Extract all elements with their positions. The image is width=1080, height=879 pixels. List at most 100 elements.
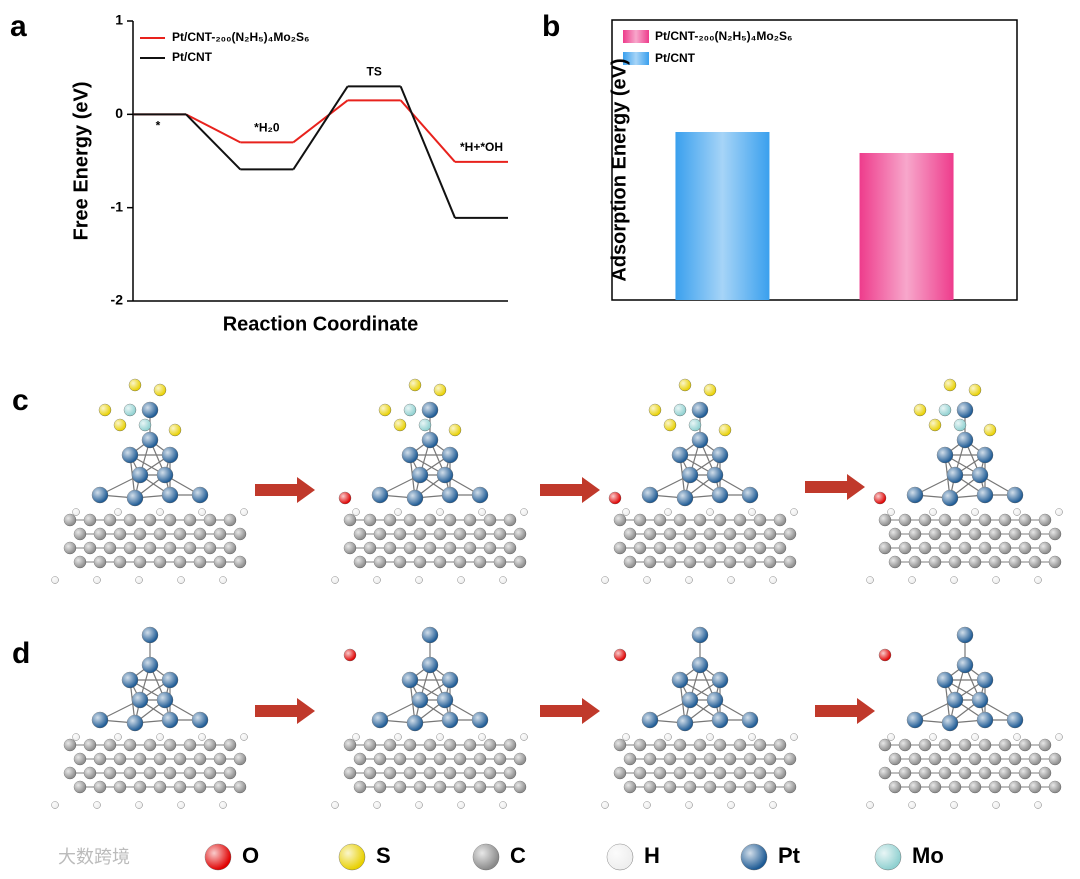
state-label: *H+*OH — [460, 140, 503, 154]
atom-shine — [162, 712, 178, 728]
atom-shine — [742, 712, 758, 728]
y-tick-label: 0 — [115, 105, 123, 121]
atom-shine — [484, 514, 496, 526]
atom-shine — [727, 576, 735, 584]
atom-shine — [424, 514, 436, 526]
atom-shine — [174, 556, 186, 568]
atom-shine — [949, 753, 961, 765]
atom-shine — [704, 384, 716, 396]
atom-shine — [694, 542, 706, 554]
atom-shine — [654, 542, 666, 554]
atom-shine — [114, 781, 126, 793]
atom-shine — [929, 419, 941, 431]
atom-shine — [104, 767, 116, 779]
atom-shine — [174, 781, 186, 793]
atom-shine — [164, 514, 176, 526]
atom-shine — [352, 508, 360, 516]
atom-shine — [384, 767, 396, 779]
atom-shine — [354, 753, 366, 765]
atom-shine — [754, 767, 766, 779]
legend-label: Pt/CNT-₂₀₀(N₂H₅)₄Mo₂S₆ — [655, 29, 792, 43]
atom-shine — [887, 733, 895, 741]
atom-shine — [174, 753, 186, 765]
atom-shine — [219, 576, 227, 584]
atom-shine — [984, 424, 996, 436]
atom-shine — [899, 767, 911, 779]
atom-shine — [504, 767, 516, 779]
atom-shine — [354, 528, 366, 540]
atom-shine — [764, 753, 776, 765]
atom-shine — [142, 657, 158, 673]
atom-shine — [157, 467, 173, 483]
atom-shine — [634, 739, 646, 751]
atom-shine — [977, 712, 993, 728]
atom-shine — [204, 739, 216, 751]
atom-shine — [664, 781, 676, 793]
atom-shine — [354, 556, 366, 568]
atom-shine — [692, 432, 708, 448]
atom-shine — [734, 767, 746, 779]
atom-shine — [214, 556, 226, 568]
atom-shine — [72, 733, 80, 741]
atom-shine — [192, 487, 208, 503]
atom-shine — [474, 528, 486, 540]
atom-shine — [879, 739, 891, 751]
atom-shine — [919, 739, 931, 751]
y-axis-label: Free Energy (eV) — [70, 82, 92, 241]
atom-shine — [999, 767, 1011, 779]
atom-shine — [879, 649, 891, 661]
atom-shine — [84, 767, 96, 779]
atom-shine — [444, 767, 456, 779]
atom-shine — [744, 753, 756, 765]
atom-shine — [434, 556, 446, 568]
y-tick-label: -1 — [111, 198, 124, 214]
atom-shine — [134, 753, 146, 765]
atom-shine — [654, 514, 666, 526]
panel-label: a — [10, 10, 27, 43]
atom-shine — [1029, 781, 1041, 793]
atom-shine — [643, 576, 651, 584]
atom-shine — [162, 672, 178, 688]
atom-shine — [909, 556, 921, 568]
atom-shine — [1019, 767, 1031, 779]
atom-shine — [654, 739, 666, 751]
atom-shine — [889, 753, 901, 765]
plot-frame — [611, 19, 1018, 301]
atom-shine — [204, 514, 216, 526]
atom-shine — [989, 556, 1001, 568]
atom-shine — [972, 467, 988, 483]
atom-shine — [969, 556, 981, 568]
atom-shine — [1019, 514, 1031, 526]
atom-shine — [474, 753, 486, 765]
atom-shine — [866, 576, 874, 584]
atom-shine — [642, 712, 658, 728]
atom-shine — [514, 528, 526, 540]
atom-shine — [769, 576, 777, 584]
atom-shine — [704, 528, 716, 540]
atom-shine — [92, 712, 108, 728]
atom-shine — [94, 753, 106, 765]
atom-shine — [437, 692, 453, 708]
atom-shine — [154, 556, 166, 568]
atom-shine — [644, 781, 656, 793]
atom-shine — [64, 767, 76, 779]
atom-shine — [748, 508, 756, 516]
atom-shine — [672, 672, 688, 688]
atom-shine — [114, 508, 122, 516]
atom-shine — [971, 508, 979, 516]
atom-shine — [331, 576, 339, 584]
atom-shine — [950, 801, 958, 809]
atom-shine — [374, 781, 386, 793]
atom-shine — [198, 733, 206, 741]
atom-shine — [504, 542, 516, 554]
atom-shine — [706, 733, 714, 741]
atom-shine — [194, 781, 206, 793]
atom-shine — [969, 781, 981, 793]
atom-shine — [899, 514, 911, 526]
atom-shine — [415, 576, 423, 584]
atom-legend-label: O — [242, 843, 259, 868]
atom-shine — [909, 753, 921, 765]
atom-shine — [414, 781, 426, 793]
atom-shine — [214, 528, 226, 540]
atom-shine — [379, 404, 391, 416]
